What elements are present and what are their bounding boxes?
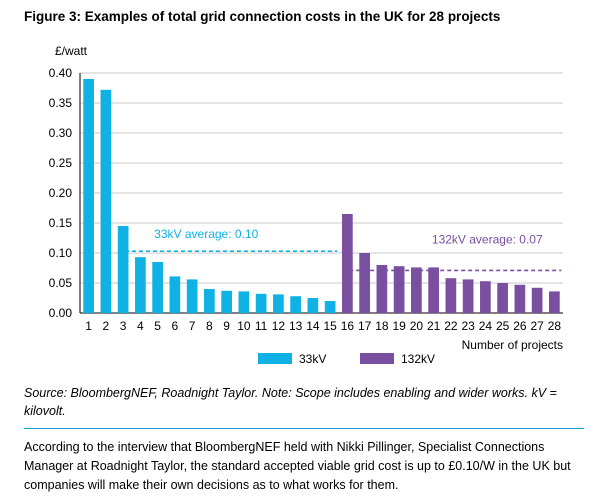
bar-132kv-16 (342, 214, 353, 313)
x-tick-label: 17 (358, 319, 372, 333)
divider (24, 428, 584, 429)
x-tick-label: 13 (289, 319, 303, 333)
y-tick-label: 0.35 (49, 96, 73, 110)
x-tick-label: 14 (306, 319, 320, 333)
bar-132kv-24 (480, 281, 491, 313)
bar-132kv-28 (549, 291, 560, 313)
bar-33kv-4 (135, 257, 146, 313)
x-tick-label: 18 (375, 319, 389, 333)
y-axis-title: £/watt (55, 44, 88, 58)
bar-33kv-8 (204, 289, 215, 313)
bar-33kv-13 (290, 296, 301, 313)
legend-label-132kv: 132kV (401, 352, 435, 366)
x-tick-label: 10 (237, 319, 251, 333)
x-tick-label: 7 (189, 319, 196, 333)
legend-label-33kv: 33kV (299, 352, 326, 366)
x-tick-label: 3 (120, 319, 127, 333)
bar-132kv-25 (497, 283, 508, 313)
bar-33kv-14 (307, 298, 319, 313)
average-label-0: 33kV average: 0.10 (154, 227, 258, 241)
x-tick-label: 24 (479, 319, 493, 333)
bar-132kv-18 (376, 265, 388, 313)
bar-33kv-3 (117, 226, 129, 313)
bar-33kv-6 (169, 276, 181, 313)
x-tick-label: 6 (172, 319, 179, 333)
x-tick-label: 1 (85, 319, 92, 333)
body-paragraph: According to the interview that Bloomber… (24, 440, 571, 492)
x-tick-label: 25 (496, 319, 510, 333)
bar-132kv-19 (393, 266, 405, 313)
bar-33kv-11 (255, 293, 267, 313)
x-tick-label: 22 (444, 319, 458, 333)
x-tick-label: 20 (410, 319, 424, 333)
x-tick-label: 21 (427, 319, 441, 333)
x-tick-label: 2 (103, 319, 110, 333)
legend-swatch-33kv (258, 353, 292, 364)
x-tick-label: 16 (341, 319, 355, 333)
bar-132kv-27 (531, 287, 543, 313)
x-tick-label: 12 (272, 319, 286, 333)
x-tick-label: 8 (206, 319, 213, 333)
figure-title: Figure 3: Examples of total grid connect… (24, 9, 501, 24)
bar-132kv-21 (428, 267, 439, 313)
x-tick-label: 26 (513, 319, 527, 333)
source-note: Source: BloombergNEF, Roadnight Taylor. … (24, 386, 557, 418)
bar-132kv-17 (359, 253, 370, 313)
x-tick-label: 9 (223, 319, 230, 333)
bar-33kv-1 (83, 79, 94, 313)
bar-33kv-10 (238, 291, 250, 313)
y-tick-label: 0.40 (49, 66, 73, 80)
bar-33kv-9 (221, 290, 232, 313)
y-tick-label: 0.30 (49, 126, 73, 140)
legend-swatch-132kv (360, 353, 394, 364)
bar-33kv-5 (152, 262, 163, 313)
x-tick-label: 23 (461, 319, 475, 333)
bar-132kv-22 (445, 278, 457, 313)
y-tick-label: 0.15 (49, 216, 73, 230)
bar-132kv-20 (411, 267, 422, 313)
x-tick-label: 19 (392, 319, 406, 333)
y-tick-label: 0.10 (49, 246, 73, 260)
x-tick-label: 27 (530, 319, 544, 333)
bar-132kv-26 (514, 284, 526, 313)
bar-33kv-7 (186, 279, 198, 313)
bar-33kv-15 (324, 301, 336, 313)
x-axis-title: Number of projects (462, 338, 563, 352)
bar-132kv-23 (462, 279, 474, 313)
average-label-1: 132kV average: 0.07 (432, 232, 543, 246)
y-tick-label: 0.00 (49, 306, 73, 320)
bar-chart: £/watt 0.00 0.05 0.10 0.15 0.20 0.25 0.30 0.35 0.… (49, 44, 563, 366)
y-tick-label: 0.25 (49, 156, 73, 170)
x-tick-label: 11 (255, 319, 268, 333)
y-tick-label: 0.20 (49, 186, 73, 200)
y-tick-label: 0.05 (49, 276, 73, 290)
bar-33kv-2 (100, 89, 112, 313)
bar-33kv-12 (273, 294, 284, 313)
x-tick-label: 15 (323, 319, 337, 333)
x-tick-label: 5 (154, 319, 161, 333)
x-tick-label: 28 (548, 319, 562, 333)
x-tick-label: 4 (137, 319, 144, 333)
